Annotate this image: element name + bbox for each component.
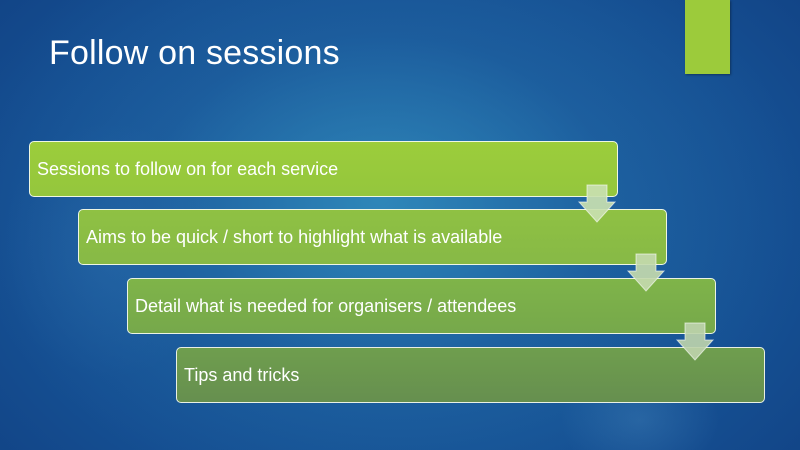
down-arrow-icon (577, 184, 617, 223)
process-step-4: Tips and tricks (176, 347, 765, 403)
process-step-label: Tips and tricks (184, 364, 300, 385)
down-arrow-icon (626, 253, 666, 292)
process-step-label: Sessions to follow on for each service (37, 158, 339, 179)
process-step-3: Detail what is needed for organisers / a… (127, 278, 716, 334)
process-step-label: Aims to be quick / short to highlight wh… (86, 226, 503, 247)
accent-bar (685, 0, 730, 74)
slide-title: Follow on sessions (49, 34, 340, 72)
down-arrow-icon (675, 322, 715, 361)
process-step-label: Detail what is needed for organisers / a… (135, 295, 517, 316)
process-step-2: Aims to be quick / short to highlight wh… (78, 209, 667, 265)
process-step-1: Sessions to follow on for each service (29, 141, 618, 197)
